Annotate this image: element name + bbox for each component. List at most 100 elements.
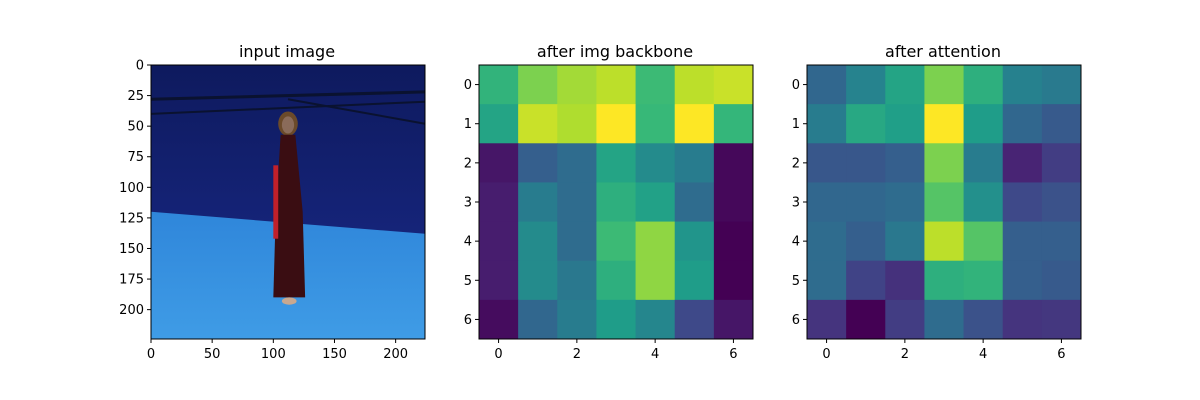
backbone-heatmap-cell [635,104,676,144]
attention-heatmap-cell [924,260,965,301]
attention-heatmap-cell [1002,65,1043,105]
attention-heatmap-cell [1002,260,1043,301]
backbone-xtick-label: 2 [573,347,581,362]
attention-xtick-label: 4 [979,347,987,362]
attention-xtick-label: 2 [901,347,909,362]
backbone-heatmap-cell [518,65,558,105]
backbone-heatmap-cell [596,221,637,262]
backbone-heatmap-cell [596,143,637,183]
backbone-heatmap-cell [635,299,676,340]
attention-heatmap-cell [846,143,886,183]
backbone-heatmap-cell [713,143,754,183]
attention-ytick-label: 2 [792,156,800,171]
attention-ytick-label: 3 [792,196,800,211]
input-image-panel: 0 50 100 150 200 0 25 50 75 100 125 150 175 200 [119,59,426,362]
attention-heatmap-cell [1002,143,1043,183]
attention-heatmap-cell [846,182,886,223]
backbone-heatmap-cell [479,65,519,105]
attention-heatmap-cell [807,65,847,105]
backbone-heatmap-cell [518,221,558,262]
backbone-ytick-label: 6 [464,313,472,328]
attention-heatmap-cell [924,143,965,183]
attention-heatmap-cell [1002,104,1043,144]
attention-heatmap-cell [807,143,847,183]
attention-heatmap-cell [963,221,1004,262]
input-image-ytick-label: 125 [119,211,144,226]
backbone-heatmap-cell [479,299,519,340]
backbone-heatmap-cell [518,143,558,183]
attention-heatmap-cell [924,65,965,105]
input-image-ytick-label: 175 [119,273,144,288]
attention-ytick-label: 5 [792,274,800,289]
attention-ytick-label: 0 [792,78,800,93]
backbone-heatmap-cell [596,182,637,223]
input-image-ytick-label: 100 [119,181,144,196]
attention-heatmap-cell [1002,182,1043,223]
attention-heatmap-cell [1041,299,1082,340]
backbone-ytick-label: 1 [464,117,472,132]
attention-heatmap-cell [963,65,1004,105]
attention-heatmap-cell [924,104,965,144]
backbone-heatmap-cell [557,104,597,144]
attention-heatmap-cell [963,104,1004,144]
after-img-backbone-heatmap: 0 2 4 6 0 1 2 3 4 5 6 [464,64,754,362]
attention-ytick-label: 6 [792,313,800,328]
backbone-ytick-label: 3 [464,196,472,211]
backbone-heatmap-cell [713,65,754,105]
attention-heatmap-cell [1041,65,1082,105]
attention-heatmap-cell [807,221,847,262]
input-image-ytick-label: 25 [127,89,144,104]
attention-heatmap-cell [846,260,886,301]
attention-heatmap-cell [807,104,847,144]
panel-title-input-image: input image [239,42,335,61]
backbone-heatmap-cell [479,182,519,223]
backbone-heatmap-cell [557,221,597,262]
backbone-heatmap-cell [596,260,637,301]
backbone-heatmap-cell [518,104,558,144]
person-dress [273,134,306,298]
after-attention-heatmap: 0 2 4 6 0 1 2 3 4 5 6 [792,64,1082,362]
backbone-heatmap-cell [557,143,597,183]
input-image-ytick-label: 0 [136,59,144,74]
lighting-rig-bar [150,100,426,115]
backbone-heatmap-cell [518,260,558,301]
backbone-heatmap-cell [674,221,715,262]
attention-heatmap-cell [885,104,925,144]
attention-heatmap-cell [963,260,1004,301]
attention-heatmap-cell [924,221,965,262]
backbone-heatmap-cell [713,260,754,301]
input-photo [150,65,426,339]
attention-heatmap-cell [1002,221,1043,262]
backbone-heatmap-cell [674,299,715,340]
backbone-ytick-label: 0 [464,78,472,93]
input-image-xtick-label: 150 [322,347,347,362]
backbone-heatmap-cell [479,104,519,144]
attention-heatmap-cell [807,260,847,301]
input-image-ytick-label: 75 [127,150,144,165]
backbone-ytick-label: 5 [464,274,472,289]
backbone-xtick-label: 6 [729,347,737,362]
backbone-xtick-label: 4 [651,347,659,362]
attention-heatmap-cell [846,65,886,105]
person-face [281,116,295,134]
person-feet [281,297,297,305]
backbone-heatmap-cell [596,65,637,105]
attention-heatmap-cell [924,182,965,223]
attention-heatmap-cell [846,104,886,144]
attention-ytick-label: 1 [792,117,800,132]
backbone-heatmap-cell [518,182,558,223]
input-image-xtick-label: 50 [204,347,221,362]
backbone-heatmap-cell [713,221,754,262]
backbone-heatmap-cell [713,182,754,223]
backbone-heatmap-cell [635,221,676,262]
input-image-frame [150,64,426,340]
attention-heatmap-cell [885,65,925,105]
input-image-xtick-label: 0 [147,347,155,362]
backbone-heatmap-cell [479,221,519,262]
attention-heatmap-cell [1041,182,1082,223]
input-image-ytick-label: 150 [119,242,144,257]
backbone-heatmap-cell [713,299,754,340]
input-image-ytick-label: 200 [119,303,144,318]
backbone-xtick-label: 0 [494,347,502,362]
attention-heatmap-cell [963,299,1004,340]
